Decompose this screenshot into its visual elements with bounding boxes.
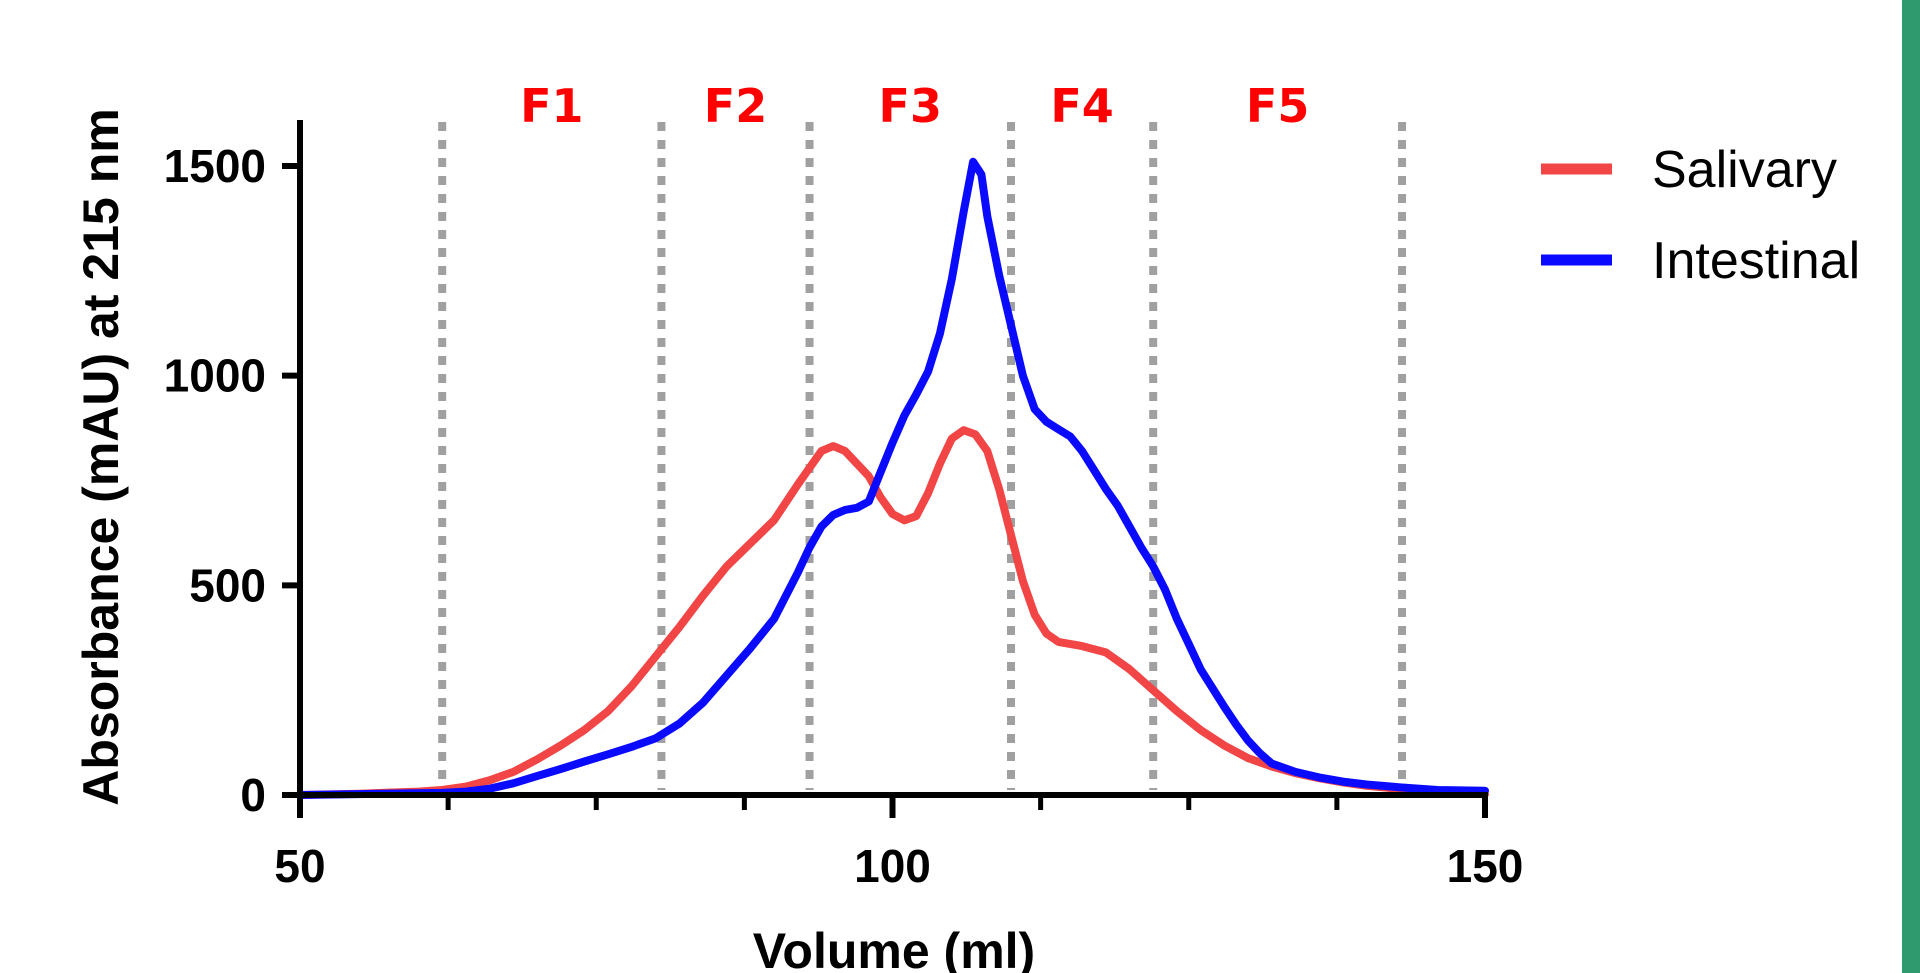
y-tick-label-500: 500 <box>189 559 266 611</box>
series-lines <box>296 157 1489 799</box>
fraction-label-f1: F1 <box>520 79 583 133</box>
right-edge-band <box>1902 0 1920 973</box>
fraction-boundaries: F1 F2 F3 F4 F5 <box>438 79 1407 790</box>
y-tick-label-0: 0 <box>240 769 266 821</box>
series-line-intestinal <box>296 157 1489 799</box>
fraction-label-f3: F3 <box>879 79 942 133</box>
x-tick-label-50: 50 <box>274 840 325 892</box>
legend: Salivary Intestinal <box>1541 141 1860 290</box>
x-tick-label-100: 100 <box>854 840 931 892</box>
y-tick-label-1500: 1500 <box>164 140 266 192</box>
fraction-label-f4: F4 <box>1050 79 1113 133</box>
x-tick-label-150: 150 <box>1447 840 1524 892</box>
series-line-salivary <box>296 426 1489 799</box>
x-axis-title: Volume (ml) <box>753 923 1035 973</box>
y-tick-label-1000: 1000 <box>164 350 266 402</box>
legend-label-salivary: Salivary <box>1652 141 1837 199</box>
axis-ticks: 0 500 1000 1500 50 100 150 <box>164 140 1524 892</box>
y-axis-title: Absorbance (mAU) at 215 nm <box>73 108 129 805</box>
fraction-label-f2: F2 <box>704 79 767 133</box>
axes <box>297 120 1488 798</box>
fraction-label-f5: F5 <box>1246 79 1309 133</box>
legend-label-intestinal: Intestinal <box>1652 232 1860 290</box>
